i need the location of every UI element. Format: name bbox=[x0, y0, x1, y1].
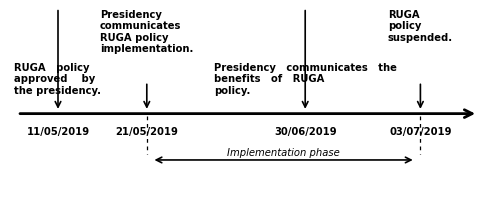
Text: 30/06/2019: 30/06/2019 bbox=[274, 127, 336, 137]
Text: Presidency
communicates
RUGA policy
implementation.: Presidency communicates RUGA policy impl… bbox=[100, 10, 194, 54]
Text: 21/05/2019: 21/05/2019 bbox=[116, 127, 178, 137]
Text: 03/07/2019: 03/07/2019 bbox=[389, 127, 452, 137]
Text: 11/05/2019: 11/05/2019 bbox=[26, 127, 90, 137]
Text: RUGA   policy
approved    by
the presidency.: RUGA policy approved by the presidency. bbox=[14, 63, 102, 96]
Text: Implementation phase: Implementation phase bbox=[227, 148, 340, 158]
Text: RUGA
policy
suspended.: RUGA policy suspended. bbox=[388, 10, 453, 43]
Text: Presidency   communicates   the
benefits   of   RUGA
policy.: Presidency communicates the benefits of … bbox=[214, 63, 396, 96]
